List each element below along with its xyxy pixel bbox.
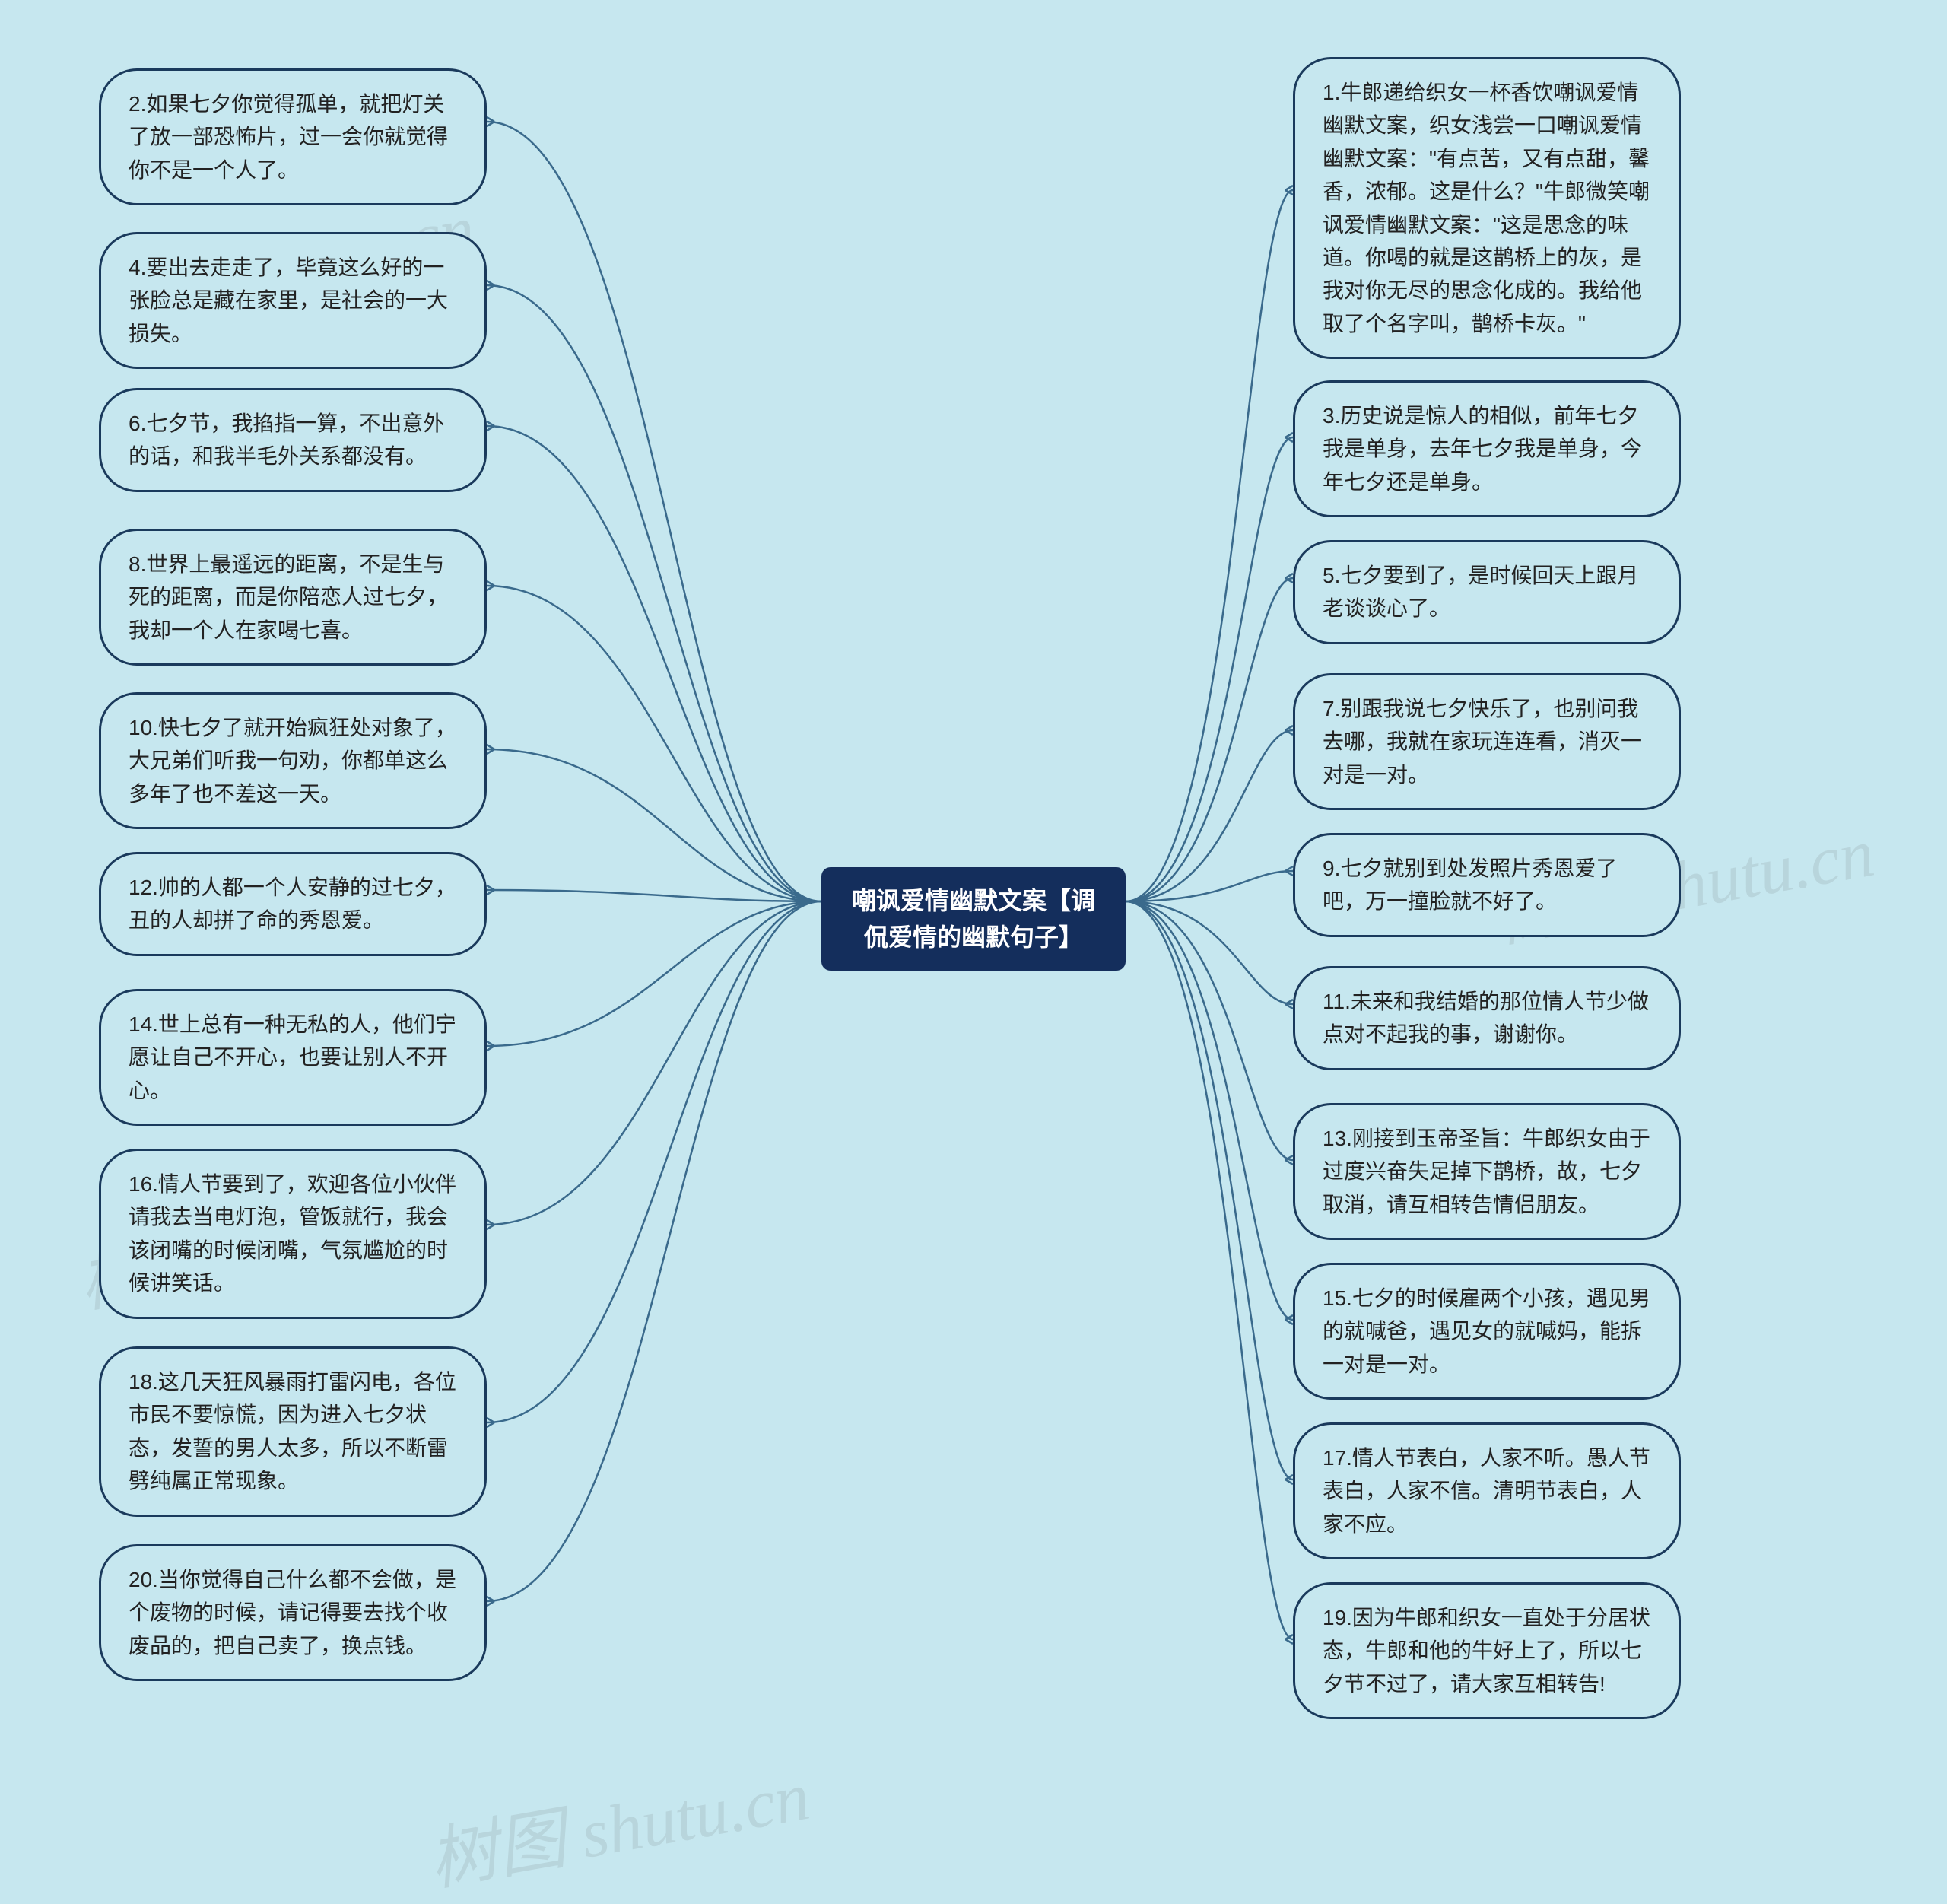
leaf-node-right-19: 19.因为牛郎和织女一直处于分居状态，牛郎和他的牛好上了，所以七夕节不过了，请大… bbox=[1293, 1582, 1681, 1719]
leaf-node-right-15: 15.七夕的时候雇两个小孩，遇见男的就喊爸，遇见女的就喊妈，能拆一对是一对。 bbox=[1293, 1263, 1681, 1400]
connector-right bbox=[1126, 730, 1293, 901]
mindmap-canvas: 树图 shutu.cn 树图 shutu.cn 树图 shutu.cn 树图 s… bbox=[0, 0, 1947, 1899]
connector-left bbox=[487, 901, 821, 1422]
leaf-node-right-13: 13.刚接到玉帝圣旨：牛郎织女由于过度兴奋失足掉下鹊桥，故，七夕取消，请互相转告… bbox=[1293, 1103, 1681, 1240]
leaf-node-left-2: 2.如果七夕你觉得孤单，就把灯关了放一部恐怖片，过一会你就觉得你不是一个人了。 bbox=[99, 68, 487, 205]
connector-left bbox=[487, 901, 821, 1225]
connector-right bbox=[1126, 190, 1293, 901]
leaf-node-right-5: 5.七夕要到了，是时候回天上跟月老谈谈心了。 bbox=[1293, 540, 1681, 644]
center-node: 嘲讽爱情幽默文案【调侃爱情的幽默句子】 bbox=[821, 867, 1126, 971]
leaf-node-left-16: 16.情人节要到了，欢迎各位小伙伴请我去当电灯泡，管饭就行，我会该闭嘴的时候闭嘴… bbox=[99, 1149, 487, 1319]
connector-left bbox=[487, 901, 821, 1046]
leaf-node-left-4: 4.要出去走走了，毕竟这么好的一张脸总是藏在家里，是社会的一大损失。 bbox=[99, 232, 487, 369]
connector-right bbox=[1126, 871, 1293, 901]
leaf-node-right-17: 17.情人节表白，人家不听。愚人节表白，人家不信。清明节表白，人家不应。 bbox=[1293, 1422, 1681, 1559]
leaf-node-left-20: 20.当你觉得自己什么都不会做，是个废物的时候，请记得要去找个收废品的，把自己卖… bbox=[99, 1544, 487, 1681]
leaf-node-left-8: 8.世界上最遥远的距离，不是生与死的距离，而是你陪恋人过七夕，我却一个人在家喝七… bbox=[99, 529, 487, 666]
connector-right bbox=[1126, 578, 1293, 901]
connector-left bbox=[487, 890, 821, 901]
connector-right bbox=[1126, 901, 1293, 1480]
connector-right bbox=[1126, 901, 1293, 1004]
leaf-node-right-1: 1.牛郎递给织女一杯香饮嘲讽爱情幽默文案，织女浅尝一口嘲讽爱情幽默文案："有点苦… bbox=[1293, 57, 1681, 359]
connector-left bbox=[487, 749, 821, 901]
connector-right bbox=[1126, 901, 1293, 1320]
leaf-node-right-7: 7.别跟我说七夕快乐了，也别问我去哪，我就在家玩连连看，消灭一对是一对。 bbox=[1293, 673, 1681, 810]
connector-left bbox=[487, 122, 821, 901]
connector-right bbox=[1126, 901, 1293, 1160]
leaf-node-left-6: 6.七夕节，我掐指一算，不出意外的话，和我半毛外关系都没有。 bbox=[99, 388, 487, 492]
leaf-node-right-11: 11.未来和我结婚的那位情人节少做点对不起我的事，谢谢你。 bbox=[1293, 966, 1681, 1070]
leaf-node-left-12: 12.帅的人都一个人安静的过七夕，丑的人却拼了命的秀恩爱。 bbox=[99, 852, 487, 956]
leaf-node-left-18: 18.这几天狂风暴雨打雷闪电，各位市民不要惊慌，因为进入七夕状态，发誓的男人太多… bbox=[99, 1346, 487, 1517]
leaf-node-right-9: 9.七夕就别到处发照片秀恩爱了吧，万一撞脸就不好了。 bbox=[1293, 833, 1681, 937]
leaf-node-left-14: 14.世上总有一种无私的人，他们宁愿让自己不开心，也要让别人不开心。 bbox=[99, 989, 487, 1126]
connector-right bbox=[1126, 437, 1293, 901]
leaf-node-right-3: 3.历史说是惊人的相似，前年七夕我是单身，去年七夕我是单身，今年七夕还是单身。 bbox=[1293, 380, 1681, 517]
connector-left bbox=[487, 285, 821, 901]
connector-left bbox=[487, 586, 821, 901]
watermark: 树图 shutu.cn bbox=[421, 1740, 816, 1904]
connector-left bbox=[487, 426, 821, 901]
connector-right bbox=[1126, 901, 1293, 1639]
connector-left bbox=[487, 901, 821, 1601]
leaf-node-left-10: 10.快七夕了就开始疯狂处对象了，大兄弟们听我一句劝，你都单这么多年了也不差这一… bbox=[99, 692, 487, 829]
